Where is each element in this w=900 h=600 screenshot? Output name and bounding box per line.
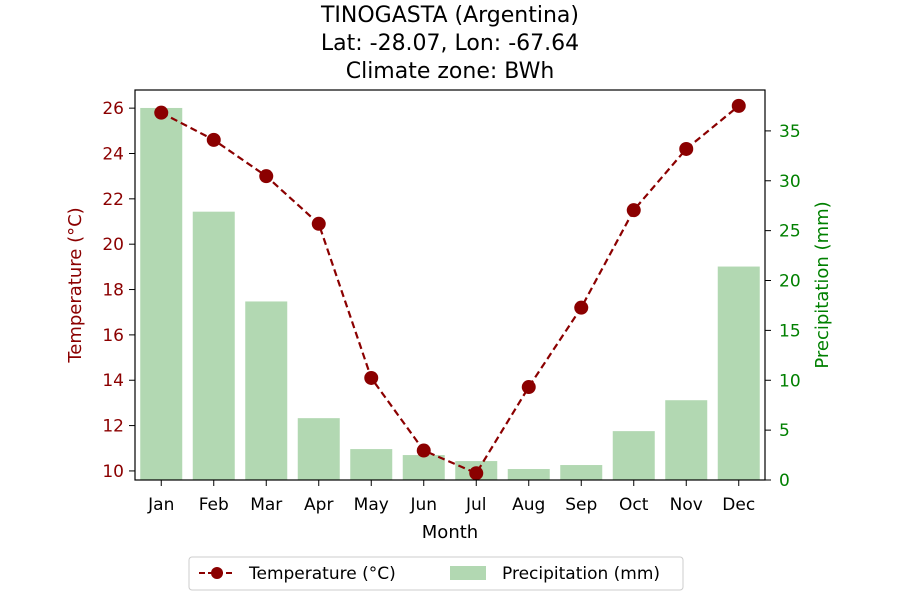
temperature-point-sep: [574, 300, 589, 315]
precipitation-bar-sep: [560, 465, 603, 480]
month-tick-label-may: May: [354, 495, 389, 515]
precipitation-bar-oct: [612, 431, 655, 480]
temperature-point-aug: [521, 380, 536, 395]
month-tick-label-mar: Mar: [250, 495, 282, 515]
precipitation-axis-ticks: 0 5 10 15 20 25 30 35: [765, 122, 801, 491]
precipitation-bar-apr: [297, 418, 340, 480]
month-tick-label-apr: Apr: [304, 495, 333, 515]
temperature-tick-label-18: 18: [102, 281, 124, 301]
chart-title-line-1: TINOGASTA (Argentina): [320, 3, 579, 28]
temperature-point-feb: [206, 132, 221, 147]
temperature-point-apr: [311, 216, 326, 231]
temperature-line-layer: [154, 98, 746, 481]
temperature-tick-label-16: 16: [102, 326, 124, 346]
temperature-point-jan: [154, 105, 169, 120]
month-tick-label-aug: Aug: [512, 495, 545, 515]
temperature-tick-label-20: 20: [102, 235, 124, 255]
precipitation-tick-label-35: 35: [779, 122, 801, 142]
y-axis-right-label: Precipitation (mm): [812, 201, 833, 368]
legend-frame: [188, 556, 684, 591]
month-tick-label-jun: Jun: [409, 495, 437, 515]
chart-title-line-2: Lat: -28.07, Lon: -67.64: [321, 31, 579, 56]
precipitation-bar-jan: [140, 107, 183, 480]
precipitation-bar-nov: [665, 400, 708, 480]
precipitation-tick-label-5: 5: [779, 421, 790, 441]
precipitation-tick-label-0: 0: [779, 471, 790, 491]
legend-precipitation-label: Precipitation (mm): [502, 564, 660, 584]
precipitation-bar-feb: [192, 211, 235, 480]
month-tick-label-jan: Jan: [147, 495, 174, 515]
precipitation-tick-label-30: 30: [779, 172, 801, 192]
legend: Temperature (°C) Precipitation (mm): [188, 556, 684, 591]
temperature-point-jul: [469, 466, 484, 481]
precipitation-tick-label-10: 10: [779, 371, 801, 391]
temperature-axis-ticks: 10 12 14 16 18 20 22 24 26: [102, 99, 135, 482]
precipitation-bar-mar: [245, 301, 288, 480]
temperature-tick-label-22: 22: [102, 190, 124, 210]
month-tick-label-sep: Sep: [565, 495, 597, 515]
precipitation-bar-aug: [507, 469, 550, 480]
temperature-tick-label-24: 24: [102, 144, 124, 164]
chart-title-line-3: Climate zone: BWh: [346, 59, 555, 84]
month-axis-ticks: Jan Feb Mar Apr May Jun Jul Aug Sep Oct Nov Dec: [147, 480, 755, 515]
precipitation-bar-may: [350, 449, 393, 480]
y-axis-left-label: Temperature (°C): [65, 207, 86, 363]
precipitation-tick-label-15: 15: [779, 321, 801, 341]
temperature-point-oct: [626, 203, 641, 218]
precipitation-bar-dec: [717, 266, 760, 480]
temperature-point-dec: [731, 98, 746, 113]
month-tick-label-feb: Feb: [199, 495, 229, 515]
temperature-tick-label-14: 14: [102, 371, 124, 391]
month-tick-label-jul: Jul: [465, 495, 487, 515]
precipitation-tick-label-20: 20: [779, 272, 801, 292]
plot-frame: [134, 89, 766, 481]
precipitation-bars: [140, 107, 760, 480]
x-axis-label: Month: [422, 522, 478, 543]
legend-temperature-marker-icon: [211, 567, 223, 579]
precipitation-tick-label-25: 25: [779, 222, 801, 242]
temperature-point-nov: [679, 141, 694, 156]
temperature-tick-label-12: 12: [102, 417, 124, 437]
legend-temperature-label: Temperature (°C): [248, 564, 396, 584]
temperature-point-jun: [416, 443, 431, 458]
temperature-point-may: [364, 370, 379, 385]
temperature-line: [160, 105, 740, 475]
month-tick-label-dec: Dec: [722, 495, 755, 515]
precipitation-bar-jun: [402, 455, 445, 480]
month-tick-label-oct: Oct: [619, 495, 649, 515]
legend-precipitation-swatch-icon: [450, 566, 486, 580]
temperature-point-mar: [259, 169, 274, 184]
month-tick-label-nov: Nov: [670, 495, 703, 515]
temperature-tick-label-26: 26: [102, 99, 124, 119]
temperature-tick-label-10: 10: [102, 462, 124, 482]
